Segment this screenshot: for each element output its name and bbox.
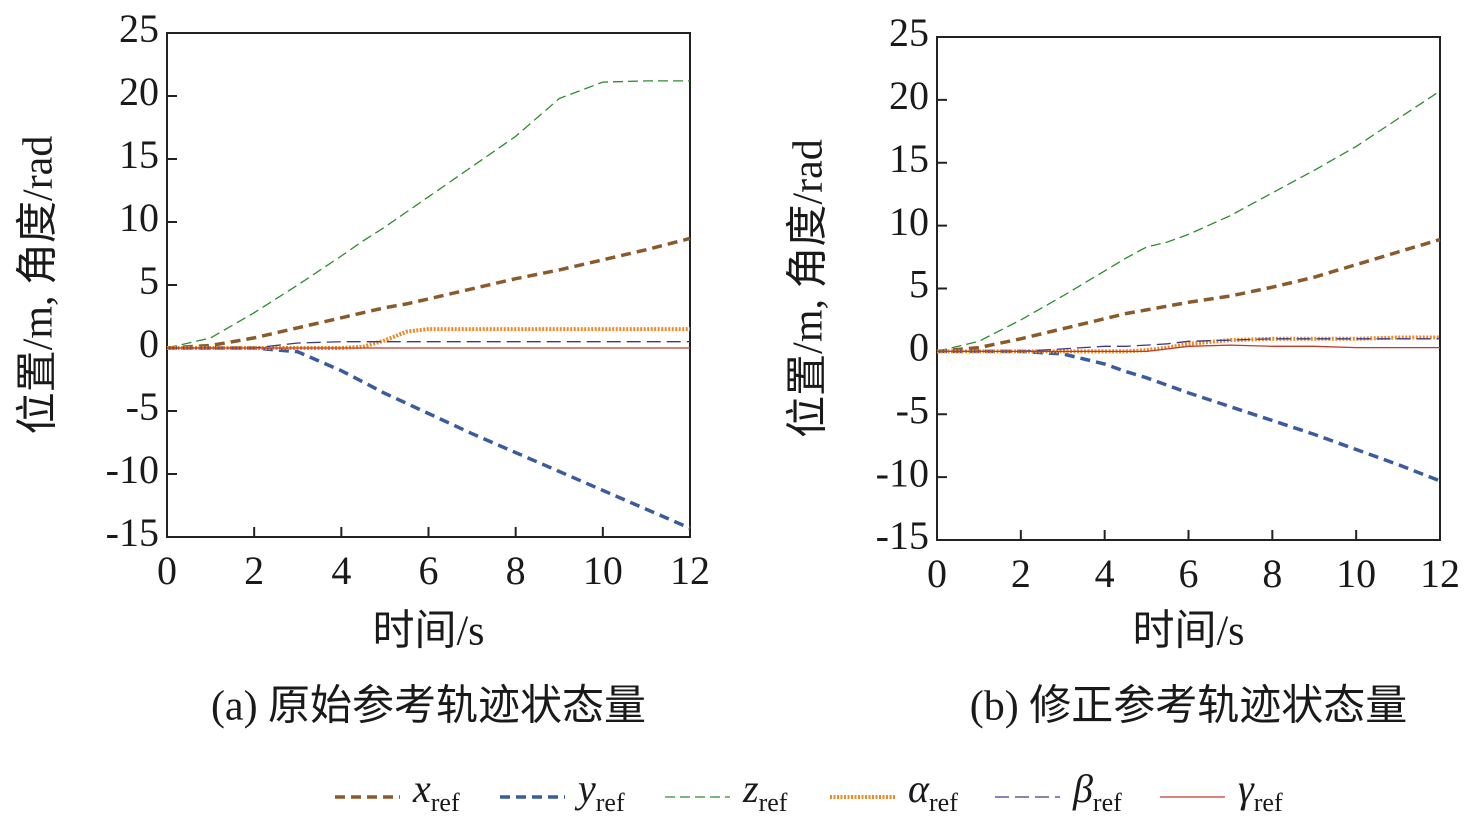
x-tick-label: 12 [670, 548, 710, 593]
series-line [937, 349, 1441, 483]
y-tick-label: -5 [896, 387, 929, 432]
x-axis-label: 时间/s [372, 609, 484, 655]
y-tick-label: 0 [909, 325, 929, 370]
chart-title: (a) 原始参考轨迹状态量 [211, 683, 646, 730]
y-tick-label: 20 [119, 69, 159, 114]
chart-title: (b) 修正参考轨迹状态量 [970, 683, 1407, 730]
legend-label: αref [908, 766, 958, 817]
legend-subscript: ref [759, 788, 788, 817]
legend-symbol: β [1072, 766, 1093, 811]
series-line [937, 338, 1440, 353]
x-tick-label: 6 [419, 548, 439, 593]
legend-symbol: y [574, 766, 596, 811]
y-tick-label: 25 [119, 6, 159, 51]
legend-subscript: ref [431, 788, 460, 817]
legend-symbol: α [908, 766, 930, 811]
series-line [936, 237, 1441, 354]
series-line [936, 90, 1441, 353]
x-tick-label: 2 [1011, 551, 1031, 596]
series-line [166, 236, 691, 350]
legend-label: xref [412, 766, 460, 817]
legend-subscript: ref [596, 788, 625, 817]
series-line [166, 80, 690, 349]
x-tick-label: 0 [927, 551, 947, 596]
x-tick-label: 10 [583, 548, 623, 593]
series-line [167, 327, 690, 350]
y-tick-label: 25 [889, 10, 929, 55]
y-tick-label: 15 [119, 132, 159, 177]
x-tick-label: 4 [331, 548, 351, 593]
legend-subscript: ref [929, 788, 958, 817]
x-tick-label: 12 [1420, 551, 1460, 596]
plot-frame [936, 36, 1441, 541]
y-tick-label: 15 [889, 136, 929, 181]
y-tick-label: 10 [119, 195, 159, 240]
y-tick-label: 0 [139, 321, 159, 366]
y-tick-label: 5 [909, 262, 929, 307]
y-tick-label: 20 [889, 73, 929, 118]
x-tick-label: 8 [1262, 551, 1282, 596]
x-tick-label: 0 [157, 548, 177, 593]
y-tick-label: -10 [876, 450, 929, 495]
legend-label: βref [1072, 766, 1122, 817]
legend-subscript: ref [1254, 788, 1283, 817]
y-tick-label: -5 [126, 384, 159, 429]
legend-label: zref [742, 766, 788, 817]
series-line [167, 341, 690, 349]
y-tick-label: -15 [876, 513, 929, 558]
legend-symbol: z [742, 766, 759, 811]
x-tick-label: 8 [506, 548, 526, 593]
y-tick-label: -10 [106, 447, 159, 492]
x-tick-label: 4 [1095, 551, 1115, 596]
x-tick-label: 10 [1336, 551, 1376, 596]
legend-symbol: x [412, 766, 431, 811]
x-axis-label: 时间/s [1132, 609, 1244, 655]
y-tick-label: 10 [889, 199, 929, 244]
y-axis-label: 位置/m, 角度/rad [785, 139, 832, 438]
series-line [937, 344, 1440, 353]
series-line [167, 346, 691, 530]
x-tick-label: 2 [244, 548, 264, 593]
x-tick-label: 6 [1179, 551, 1199, 596]
legend-subscript: ref [1093, 788, 1122, 817]
series-line [937, 335, 1440, 354]
y-tick-label: 5 [139, 258, 159, 303]
plot-frame [166, 32, 691, 538]
y-tick-label: -15 [106, 510, 159, 555]
y-axis-label: 位置/m, 角度/rad [15, 136, 62, 435]
legend-symbol: γ [1238, 766, 1255, 811]
legend-label: γref [1238, 766, 1283, 817]
legend-label: yref [574, 766, 625, 817]
